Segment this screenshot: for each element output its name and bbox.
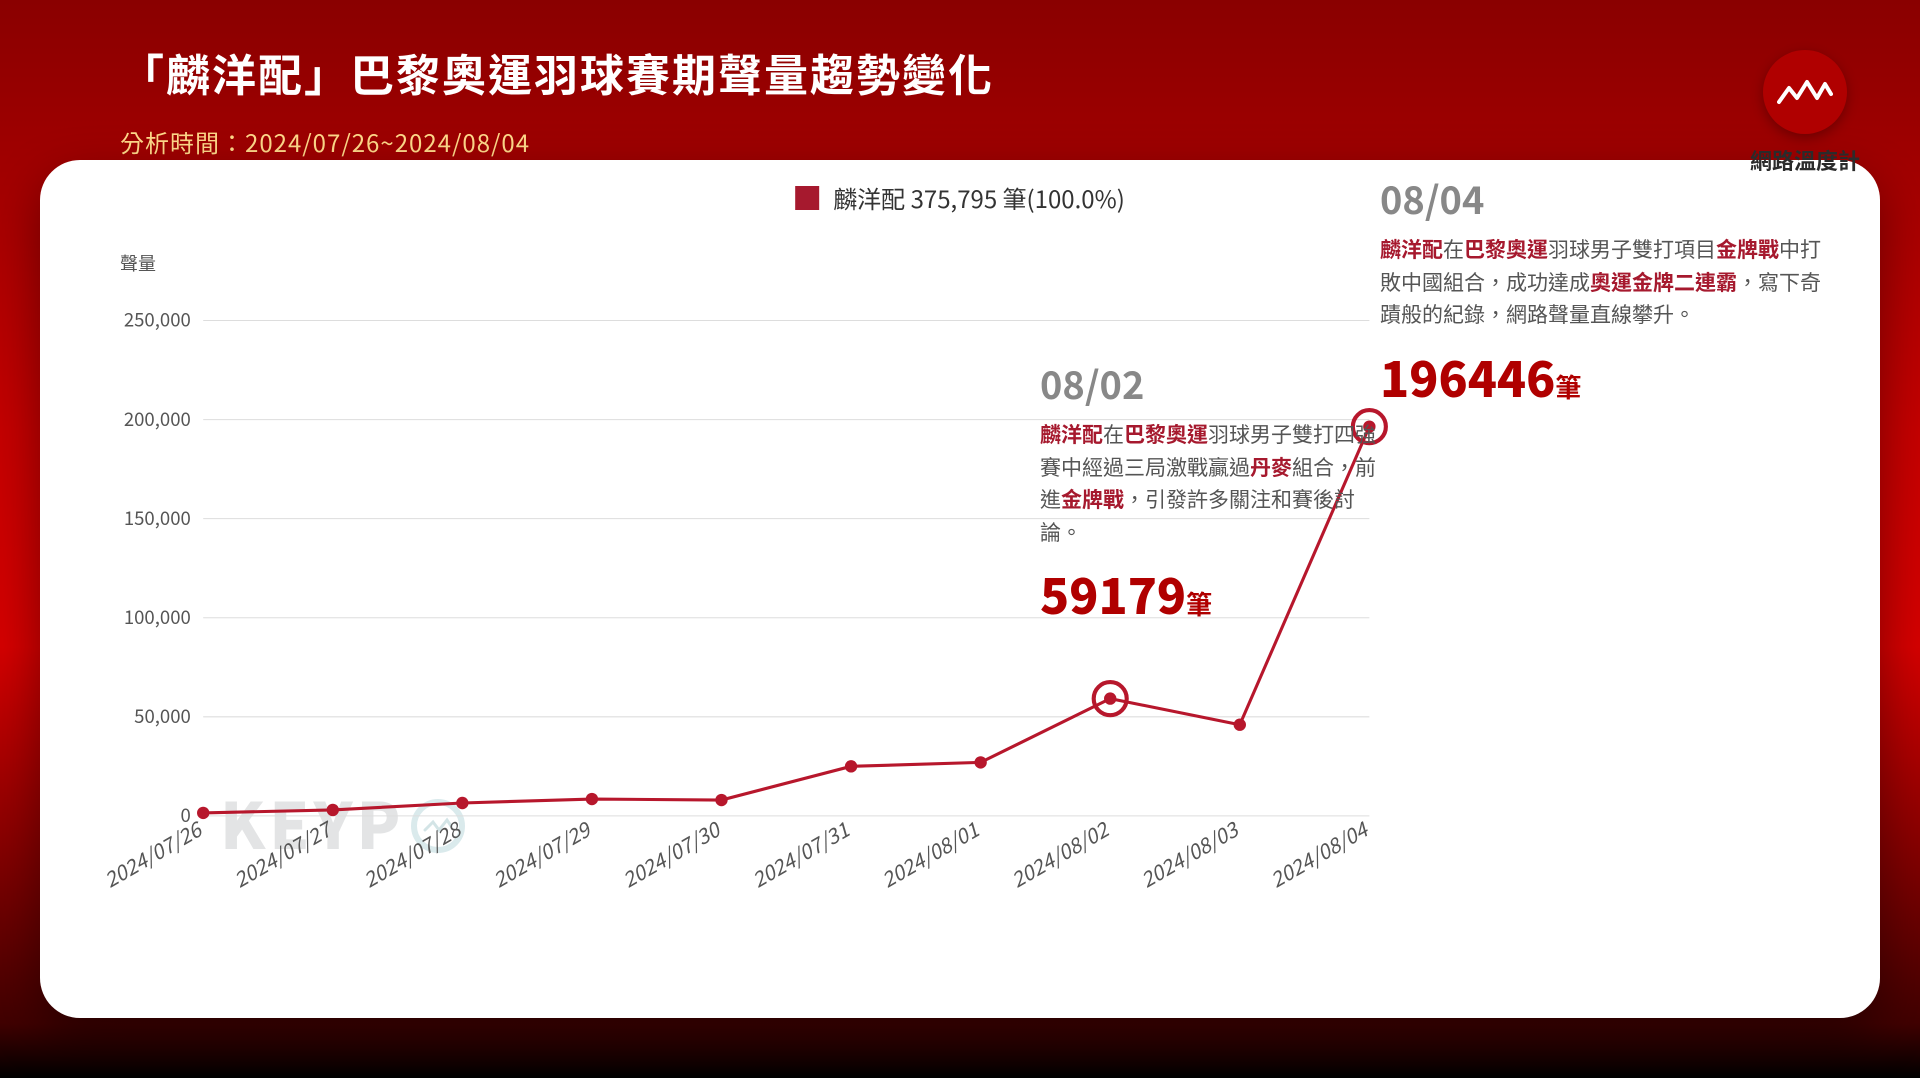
page-title: 「麟洋配」巴黎奧運羽球賽期聲量趨勢變化 [120, 40, 1800, 104]
chart-card: 麟洋配 375,795 筆(100.0%) 聲量 KEYP 050,000100… [40, 160, 1880, 1018]
svg-text:2024/07/29: 2024/07/29 [487, 812, 598, 893]
annotation-text: 麟洋配在巴黎奧運羽球男子雙打四強賽中經過三局激戰贏過丹麥組合，前進金牌戰，引發許… [1040, 418, 1380, 548]
svg-text:2024/07/27: 2024/07/27 [227, 812, 338, 894]
svg-text:150,000: 150,000 [124, 504, 191, 531]
annotation-value-number: 59179 [1040, 558, 1186, 628]
y-axis-title: 聲量 [120, 250, 156, 276]
annotation-date: 08/02 [1040, 355, 1380, 410]
brand-icon [1763, 50, 1847, 134]
annotation-value-unit: 筆 [1186, 585, 1212, 622]
legend-text: 麟洋配 375,795 筆(100.0%) [833, 180, 1125, 215]
svg-text:2024/07/30: 2024/07/30 [616, 812, 727, 893]
annotation-value-unit: 筆 [1555, 368, 1581, 405]
svg-text:200,000: 200,000 [124, 405, 191, 432]
legend: 麟洋配 375,795 筆(100.0%) [795, 180, 1125, 215]
annotation-0802: 08/02 麟洋配在巴黎奧運羽球男子雙打四強賽中經過三局激戰贏過丹麥組合，前進金… [1040, 355, 1380, 628]
svg-text:2024/08/01: 2024/08/01 [875, 814, 983, 894]
svg-text:2024/08/04: 2024/08/04 [1264, 813, 1374, 894]
svg-text:2024/07/26: 2024/07/26 [98, 812, 209, 893]
brand-logo: 網路溫度計 [1750, 50, 1860, 176]
svg-text:2024/07/31: 2024/07/31 [746, 814, 854, 894]
page-background: 「麟洋配」巴黎奧運羽球賽期聲量趨勢變化 分析時間：2024/07/26~2024… [0, 0, 1920, 1078]
annotation-0804: 08/04 麟洋配在巴黎奧運羽球男子雙打項目金牌戰中打敗中國組合，成功達成奧運金… [1380, 170, 1840, 411]
annotation-text: 麟洋配在巴黎奧運羽球男子雙打項目金牌戰中打敗中國組合，成功達成奧運金牌二連霸，寫… [1380, 233, 1840, 331]
svg-text:250,000: 250,000 [124, 306, 191, 333]
svg-text:2024/07/28: 2024/07/28 [357, 812, 468, 893]
svg-text:2024/08/02: 2024/08/02 [1005, 812, 1116, 893]
annotation-value-number: 196446 [1380, 341, 1555, 411]
legend-swatch [795, 186, 819, 210]
svg-text:2024/08/03: 2024/08/03 [1134, 812, 1245, 893]
annotation-value: 196446筆 [1380, 341, 1840, 411]
annotation-value: 59179筆 [1040, 558, 1380, 628]
svg-text:100,000: 100,000 [124, 603, 191, 630]
annotation-right: 08/04 麟洋配在巴黎奧運羽球男子雙打項目金牌戰中打敗中國組合，成功達成奧運金… [1380, 170, 1840, 439]
brand-name: 網路溫度計 [1750, 144, 1860, 176]
analysis-period: 分析時間：2024/07/26~2024/08/04 [120, 124, 1800, 159]
annotation-date: 08/04 [1380, 170, 1840, 225]
svg-text:50,000: 50,000 [134, 702, 191, 729]
